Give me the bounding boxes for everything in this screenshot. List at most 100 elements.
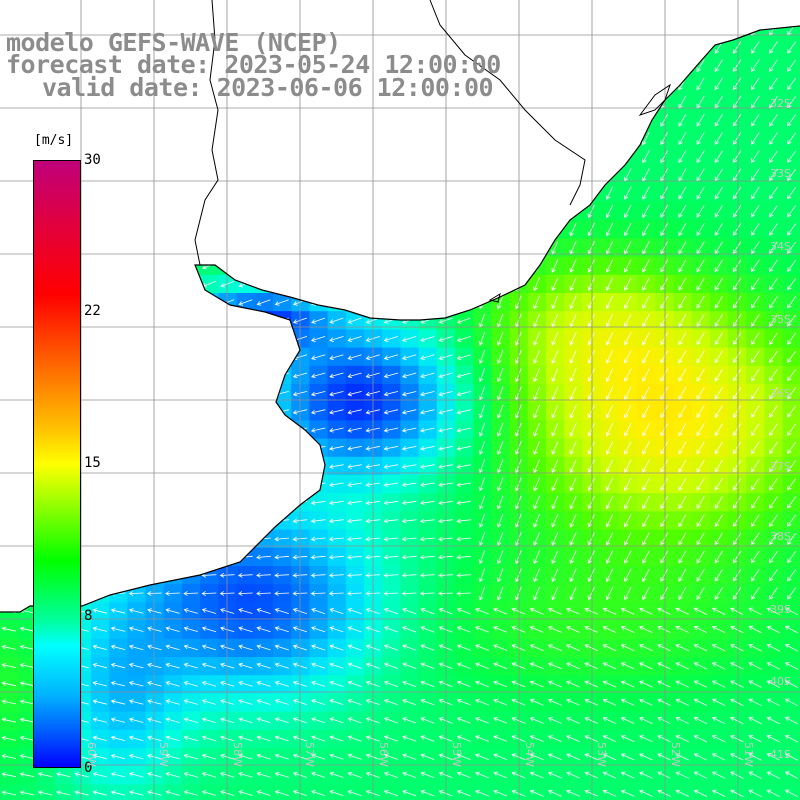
- wind-speed-cell: [291, 220, 310, 239]
- wind-arrow: [311, 134, 325, 143]
- wind-speed-cell: [764, 584, 784, 603]
- wind-arrow: [639, 735, 653, 743]
- wind-speed-cell: [254, 511, 274, 531]
- wind-arrow: [620, 716, 635, 724]
- wind-arrow: [784, 789, 799, 798]
- wind-arrow: [274, 626, 289, 633]
- wind-speed-cell: [527, 202, 547, 221]
- wind-speed-cell: [637, 493, 656, 512]
- wind-arrow: [566, 698, 580, 706]
- wind-arrow: [766, 644, 780, 652]
- wind-speed-cell: [491, 202, 511, 221]
- wind-arrow: [147, 152, 161, 161]
- wind-arrow: [183, 699, 198, 705]
- wind-speed-cell: [0, 493, 19, 512]
- wind-speed-cell: [218, 147, 238, 167]
- wind-arrow: [401, 409, 417, 415]
- wind-speed-cell: [600, 438, 620, 458]
- wind-arrow: [19, 717, 35, 723]
- wind-arrow: [587, 222, 595, 237]
- wind-arrow: [274, 536, 290, 542]
- wind-arrow: [478, 477, 486, 492]
- wind-arrow: [219, 445, 235, 451]
- lon-label-54W: 54W: [523, 742, 536, 767]
- wind-arrow: [183, 536, 199, 542]
- wind-speed-cell: [673, 402, 693, 421]
- wind-arrow: [20, 134, 34, 143]
- wind-arrow: [605, 186, 614, 200]
- wind-arrow: [110, 427, 126, 433]
- wind-speed-cell: [673, 584, 693, 603]
- wind-speed-cell: [691, 274, 711, 294]
- wind-arrow: [787, 168, 797, 182]
- wind-arrow: [147, 262, 162, 270]
- wind-arrow: [147, 409, 162, 415]
- wind-arrow: [587, 150, 595, 164]
- wind-speed-cell: [127, 511, 147, 531]
- wind-arrow: [750, 223, 760, 236]
- wind-arrow: [93, 134, 107, 143]
- wind-speed-cell: [182, 202, 201, 221]
- wind-speed-cell: [782, 657, 800, 676]
- wind-speed-cell: [109, 784, 128, 800]
- wind-arrow: [587, 332, 595, 346]
- wind-arrow: [19, 317, 35, 324]
- colorbar-tick-30: 30: [84, 152, 101, 168]
- wind-arrow: [328, 536, 344, 542]
- coastline: [0, 25, 800, 613]
- wind-arrow: [587, 441, 595, 455]
- wind-arrow: [220, 717, 235, 724]
- wind-arrow: [129, 152, 143, 161]
- wind-speed-cell: [54, 111, 74, 130]
- wind-speed-cell: [764, 784, 784, 800]
- wind-arrow: [310, 572, 326, 578]
- wind-arrow: [20, 116, 34, 125]
- wind-arrow: [183, 771, 198, 778]
- wind-arrow: [660, 113, 669, 127]
- wind-arrow: [696, 477, 705, 491]
- wind-arrow: [329, 753, 344, 760]
- wind-arrow: [147, 790, 162, 796]
- wind-arrow: [310, 536, 326, 542]
- wind-arrow: [533, 277, 540, 292]
- lon-label-51W: 51W: [742, 742, 755, 767]
- wind-arrow: [110, 299, 126, 306]
- wind-arrow: [678, 150, 687, 164]
- wind-speed-cell: [764, 183, 784, 203]
- wind-arrow: [274, 735, 289, 742]
- wind-arrow: [496, 240, 504, 255]
- wind-arrow: [92, 591, 108, 596]
- wind-speed-cell: [600, 529, 620, 549]
- wind-speed-cell: [91, 202, 110, 221]
- wind-arrow: [420, 735, 435, 742]
- wind-arrow: [711, 771, 726, 779]
- wind-arrow: [165, 681, 180, 687]
- wind-arrow: [602, 735, 617, 743]
- wind-arrow: [769, 368, 778, 382]
- wind-speed-cell: [145, 293, 165, 312]
- wind-arrow: [620, 771, 635, 779]
- wind-arrow: [714, 113, 723, 127]
- wind-arrow: [383, 626, 399, 633]
- wind-arrow: [639, 698, 653, 706]
- wind-speed-cell: [127, 329, 147, 349]
- wind-arrow: [420, 189, 435, 197]
- wind-speed-cell: [709, 92, 729, 112]
- wind-arrow: [201, 753, 217, 760]
- wind-speed-cell: [764, 529, 784, 549]
- wind-speed-cell: [91, 183, 110, 203]
- wind-arrow: [551, 40, 559, 55]
- wind-speed-cell: [145, 183, 165, 203]
- wind-speed-cell: [218, 129, 238, 148]
- wind-speed-cell: [691, 566, 711, 585]
- wind-speed-cell: [637, 183, 656, 203]
- wind-arrow: [551, 77, 559, 91]
- wind-arrow: [678, 113, 687, 127]
- wind-arrow: [311, 735, 326, 742]
- wind-speed-cell: [309, 784, 329, 800]
- wind-arrow: [347, 626, 362, 633]
- wind-arrow: [1, 244, 16, 252]
- wind-arrow: [496, 422, 504, 437]
- wind-speed-cell: [728, 456, 747, 476]
- wind-arrow: [732, 568, 742, 582]
